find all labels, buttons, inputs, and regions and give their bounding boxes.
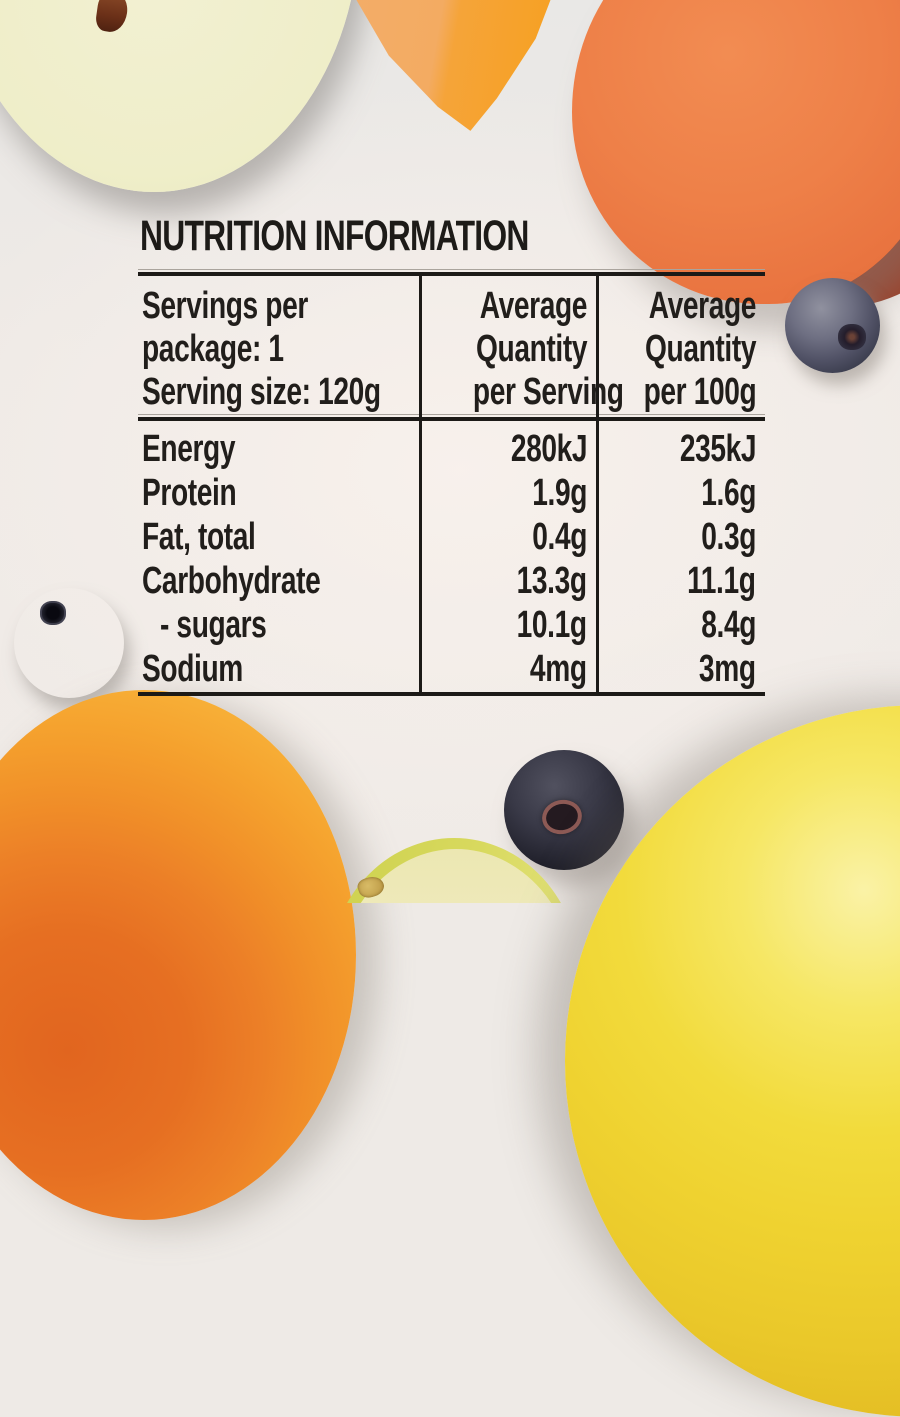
blueberry-middle-image (504, 750, 624, 870)
nutrient-row-sugars: - sugars 10.1g 8.4g (138, 603, 765, 647)
per-100g-header: Average Quantity per 100g (643, 285, 756, 413)
value-per-serving: 13.3g (516, 560, 587, 602)
serving-info-header: Servings per package: 1 Serving size: 12… (142, 285, 381, 413)
value-per-100g: 11.1g (687, 560, 756, 602)
blueberry-right-image (785, 278, 880, 373)
value-per-100g: 3mg (699, 648, 756, 690)
nutrition-panel: NUTRITION INFORMATION Servings per packa… (138, 212, 765, 696)
table-header-row: Servings per package: 1 Serving size: 12… (138, 276, 765, 414)
value-per-serving: 1.9g (532, 472, 587, 514)
blueberry-left-image (14, 588, 124, 698)
value-per-serving: 280kJ (510, 428, 588, 470)
table-top-rule (138, 268, 765, 276)
nutrient-row-fat: Fat, total 0.4g 0.3g (138, 515, 765, 559)
nutrient-row-sodium: Sodium 4mg 3mg (138, 647, 765, 691)
nutrient-label: Energy (142, 428, 236, 470)
blueberry-calyx (838, 323, 867, 350)
blueberry-scar (539, 796, 586, 839)
nutrient-label: Fat, total (142, 516, 256, 558)
nutrition-table: Servings per package: 1 Serving size: 12… (138, 268, 765, 696)
value-per-100g: 8.4g (701, 604, 756, 646)
nutrient-label: - sugars (160, 604, 267, 646)
apple-wedge-image (328, 833, 580, 903)
value-per-serving: 0.4g (532, 516, 587, 558)
value-per-100g: 1.6g (701, 472, 756, 514)
value-per-100g: 0.3g (701, 516, 756, 558)
table-bottom-rule (138, 692, 765, 696)
nutrient-row-energy: Energy 280kJ 235kJ (138, 427, 765, 471)
nutrient-row-carbohydrate: Carbohydrate 13.3g 11.1g (138, 559, 765, 603)
value-per-serving: 4mg (530, 648, 587, 690)
value-per-100g: 235kJ (679, 428, 757, 470)
blueberry-calyx (40, 601, 67, 626)
per-serving-header: Average Quantity per Serving (472, 285, 624, 413)
page-title: NUTRITION INFORMATION (140, 212, 529, 260)
nutrient-label: Protein (142, 472, 237, 514)
table-body: Energy 280kJ 235kJ Protein 1.9g 1.6g Fat… (138, 427, 765, 691)
nutrient-label: Carbohydrate (142, 560, 321, 602)
table-column-divider-2 (596, 272, 599, 696)
nutrient-label: Sodium (142, 648, 243, 690)
value-per-serving: 10.1g (516, 604, 587, 646)
nutrient-row-protein: Protein 1.9g 1.6g (138, 471, 765, 515)
table-column-divider-1 (419, 272, 422, 696)
table-header-rule (138, 413, 765, 421)
